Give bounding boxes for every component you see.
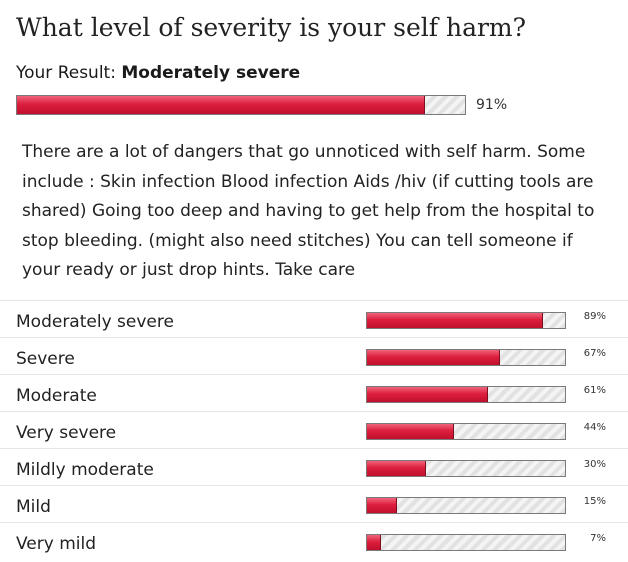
result-prefix: Your Result: (16, 63, 116, 83)
outcome-bar-track (366, 349, 566, 366)
outcome-percent: 30% (583, 459, 606, 470)
outcome-bar-fill (367, 535, 381, 550)
main-result-bar-track (16, 95, 466, 115)
outcome-bar-fill (367, 350, 500, 365)
outcome-label: Moderately severe (16, 312, 174, 332)
main-result-bar-row: 91% (16, 95, 536, 117)
outcome-percent: 89% (583, 311, 606, 322)
outcome-bar-fill (367, 424, 455, 439)
your-result-line: Your Result: Moderately severe (16, 62, 300, 84)
outcome-bar-track (366, 497, 566, 514)
outcome-label: Mildly moderate (16, 460, 154, 480)
outcome-bar-track (366, 312, 566, 329)
outcomes-list: Moderately severe 89% Severe 67% Moderat… (0, 300, 628, 559)
outcome-label: Very mild (16, 534, 97, 554)
quiz-title: What level of severity is your self harm… (16, 13, 527, 42)
outcome-percent: 67% (583, 348, 606, 359)
outcome-percent: 44% (583, 422, 606, 433)
outcome-bar-track (366, 534, 566, 551)
outcome-row: Severe 67% (0, 337, 628, 374)
main-result-bar-fill (17, 96, 425, 114)
outcome-bar-track (366, 386, 566, 403)
outcome-row: Moderately severe 89% (0, 300, 628, 337)
outcome-label: Severe (16, 349, 75, 369)
outcome-label: Mild (16, 497, 51, 517)
outcome-row: Mild 15% (0, 485, 628, 522)
outcome-bar-track (366, 460, 566, 477)
outcome-bar-fill (367, 313, 544, 328)
outcome-bar-track (366, 423, 566, 440)
outcome-row: Very severe 44% (0, 411, 628, 448)
outcome-percent: 7% (590, 533, 606, 544)
main-result-percent: 91% (476, 97, 508, 113)
outcome-percent: 61% (583, 385, 606, 396)
outcome-row: Mildly moderate 30% (0, 448, 628, 485)
outcome-label: Moderate (16, 386, 97, 406)
outcome-row: Very mild 7% (0, 522, 628, 559)
outcome-row: Moderate 61% (0, 374, 628, 411)
outcome-bar-fill (367, 387, 488, 402)
result-description: There are a lot of dangers that go unnot… (22, 142, 595, 280)
outcome-bar-fill (367, 461, 427, 476)
outcome-percent: 15% (583, 496, 606, 507)
result-value: Moderately severe (121, 63, 301, 83)
outcome-label: Very severe (16, 423, 117, 443)
outcome-bar-fill (367, 498, 397, 513)
